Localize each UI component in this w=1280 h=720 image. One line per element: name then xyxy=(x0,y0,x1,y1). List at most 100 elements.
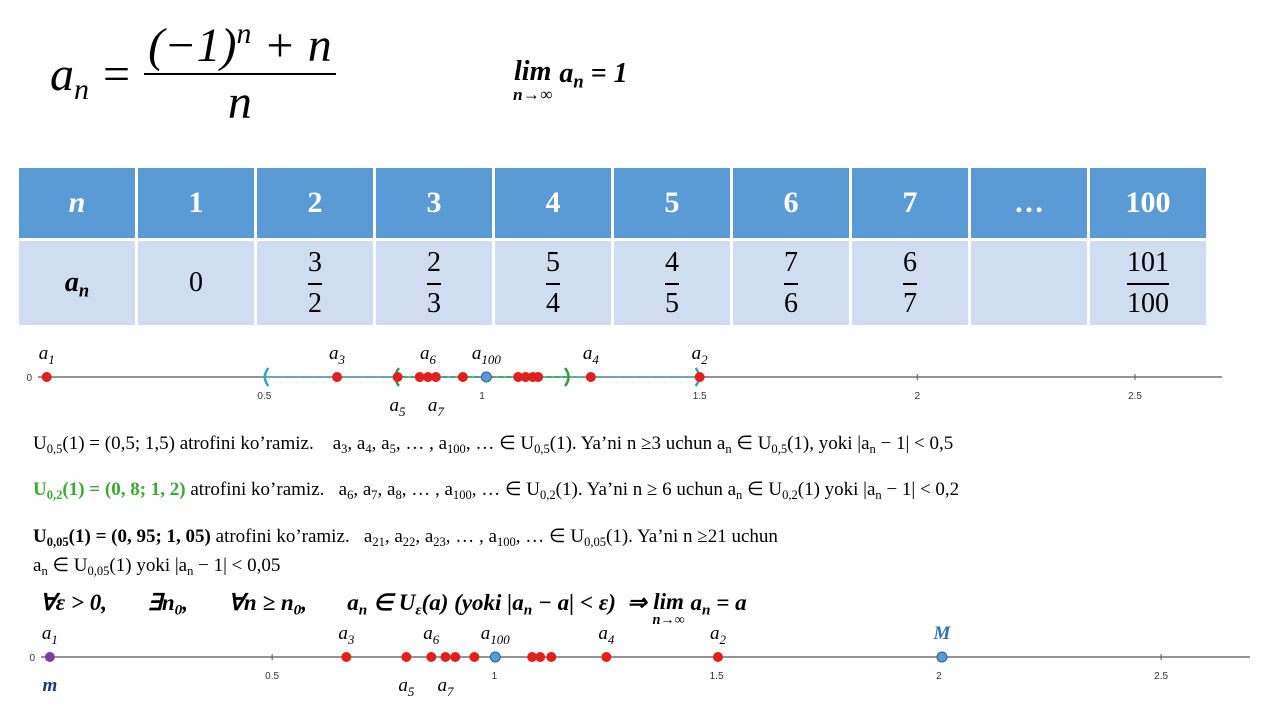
point xyxy=(450,652,461,662)
label-text: M xyxy=(933,623,952,644)
math-run: (a) (yoki |an xyxy=(422,590,533,618)
subscript: n xyxy=(869,441,876,456)
text: (1). Ya’ni n ≥21 uchun xyxy=(606,526,778,547)
math-run: ∀ε > 0, xyxy=(40,590,147,615)
text: atrofini ko’ramiz. a xyxy=(185,479,348,500)
value-cell: 0 xyxy=(138,241,254,325)
point xyxy=(401,652,412,662)
denominator: 6 xyxy=(784,287,798,319)
label-sub: 1 xyxy=(51,632,58,647)
subscript: n xyxy=(523,601,533,619)
label-text: a xyxy=(390,395,400,416)
label-sub: 6 xyxy=(430,352,437,367)
denominator: 7 xyxy=(903,287,917,319)
header-cell: … xyxy=(971,168,1087,238)
denominator: 5 xyxy=(665,287,679,319)
tick-label: 1 xyxy=(492,671,498,682)
math-run: U0,05 xyxy=(33,526,69,548)
label-sub: 100 xyxy=(490,632,510,647)
header-cell: 4 xyxy=(495,168,611,238)
subscript: n xyxy=(736,487,743,502)
point xyxy=(601,652,612,662)
label-text: m xyxy=(42,675,57,696)
tick-label: 2.5 xyxy=(1154,671,1168,682)
math-run: (1) yoki |an xyxy=(109,555,193,577)
math-run: (−1)n xyxy=(148,19,251,72)
label-text: a xyxy=(692,343,702,364)
math-run: atrofini ko’ramiz. a21 xyxy=(211,526,385,548)
subscript: 0,5 xyxy=(534,441,550,456)
point-label: M xyxy=(933,623,952,644)
label-sub: 3 xyxy=(338,352,346,367)
subscript: 0,2 xyxy=(782,487,798,502)
point xyxy=(936,651,948,663)
text: (−1) xyxy=(148,19,237,72)
math-run: − 1| < 0,2 xyxy=(882,479,959,500)
text: , … ∈ U xyxy=(471,479,540,500)
math-run: (1) yoki |an xyxy=(798,479,882,501)
math-run: lim n→∞ xyxy=(513,58,552,104)
label-text: a xyxy=(398,675,408,696)
label-text: a xyxy=(472,343,482,364)
math-run: , ∀n ≥ n0 xyxy=(182,590,301,618)
point-label: a3 xyxy=(329,343,346,367)
subscript: 100 xyxy=(452,487,472,502)
denominator: 4 xyxy=(546,287,560,319)
header-cell: 3 xyxy=(376,168,492,238)
tick-label: 2.5 xyxy=(1128,391,1142,402)
point xyxy=(392,372,403,382)
point xyxy=(469,652,480,662)
value-row: an 0 3 2 2 3 5 4 4 5 7 6 6 7 101 100 xyxy=(19,241,1206,325)
point xyxy=(694,372,705,382)
math-run: = 1 xyxy=(584,58,628,89)
point-label: a3 xyxy=(338,623,355,647)
interval-end xyxy=(564,367,570,387)
numerator: 3 xyxy=(308,246,322,278)
subscript: 8 xyxy=(395,487,402,502)
math-run: U0,2 xyxy=(33,479,62,501)
math-run: (1). Ya’ni n ≥3 uchun an xyxy=(550,433,732,456)
label-text: a xyxy=(420,343,430,364)
header-cell: 2 xyxy=(257,168,373,238)
subscript: 23 xyxy=(433,534,446,549)
text: , … , a xyxy=(445,526,497,547)
math-run: (1) = (0, 8; 1, 2) xyxy=(62,479,185,500)
tick-label: 2 xyxy=(915,391,921,402)
point-label: a1 xyxy=(42,623,58,647)
tick-label: 0 xyxy=(26,373,32,384)
text: (1) = (0, 95; 1, 05) xyxy=(68,526,211,547)
point xyxy=(430,372,441,382)
math-run: + n xyxy=(251,19,331,72)
denominator: 2 xyxy=(308,287,322,319)
label-sub: 5 xyxy=(408,684,415,699)
text: (1), yoki |a xyxy=(787,433,870,454)
subscript: 4 xyxy=(365,441,372,456)
point xyxy=(457,372,468,382)
label-sub: 5 xyxy=(399,404,406,419)
text: (1) = (0, 8; 1, 2) xyxy=(62,479,186,500)
label-text: a xyxy=(423,623,433,644)
text: , … ∈ U xyxy=(515,526,585,547)
point-label: a6 xyxy=(423,623,440,647)
label-sub: 4 xyxy=(592,352,599,367)
point-label: a5 xyxy=(398,675,415,699)
label-text: a xyxy=(428,395,438,416)
text: − 1| < 0,5 xyxy=(875,433,954,454)
math-run: , a8 xyxy=(378,479,402,502)
text: a xyxy=(684,590,703,615)
subscript: n xyxy=(725,441,732,456)
text: (1) = (0,5; 1,5) atrofini ko’ramiz. a xyxy=(62,433,342,454)
label-text: a xyxy=(583,343,593,364)
text: ∈ U xyxy=(367,590,416,615)
point xyxy=(527,652,538,662)
label-sub: 2 xyxy=(701,352,708,367)
fraction-bar xyxy=(144,73,336,75)
text: , a xyxy=(384,526,403,547)
limit: lim n→∞ an = 1 xyxy=(513,58,628,104)
